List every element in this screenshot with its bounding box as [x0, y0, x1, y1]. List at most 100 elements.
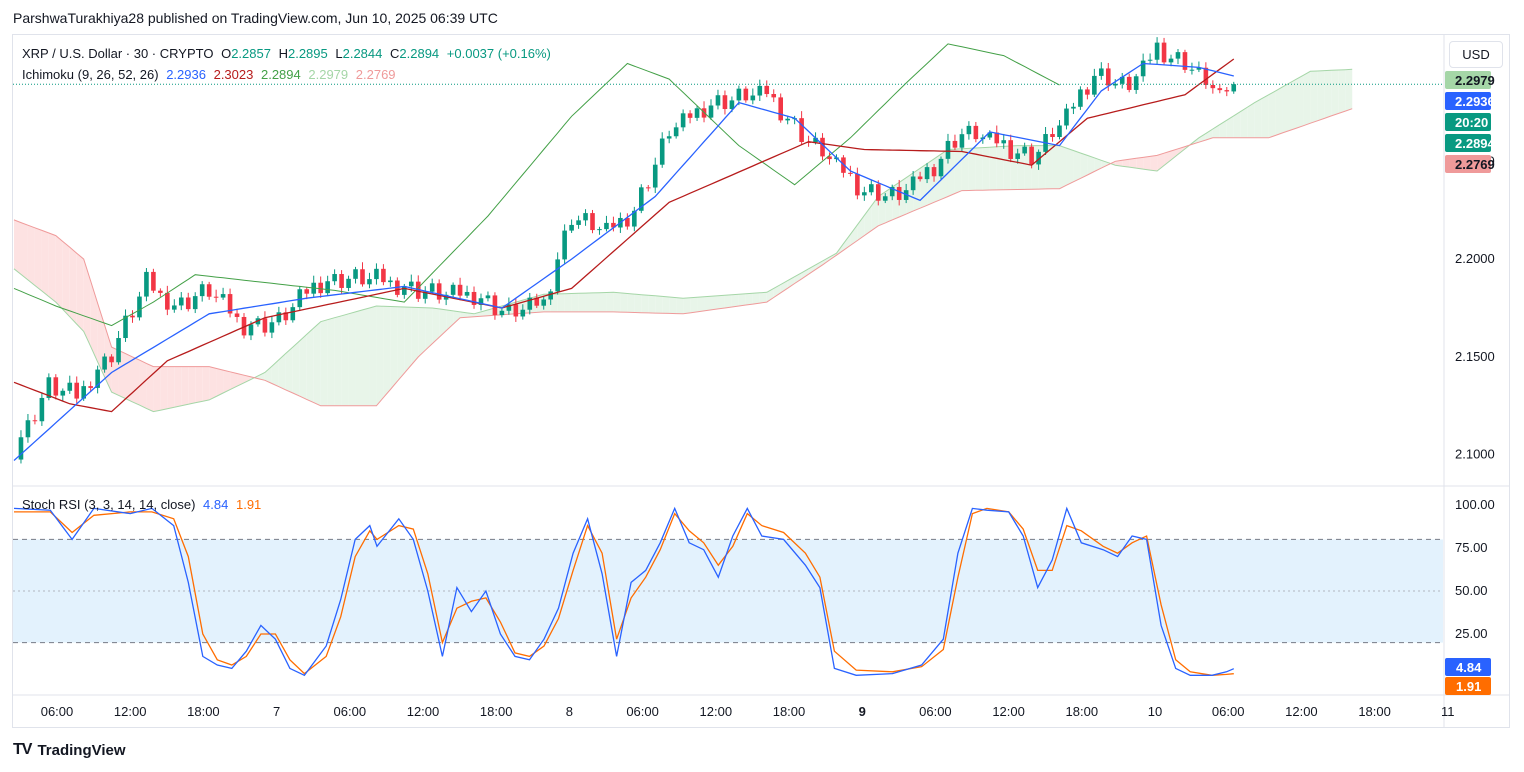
- currency-button[interactable]: USD: [1449, 41, 1503, 68]
- candle-body: [241, 316, 247, 336]
- candle-body: [673, 127, 679, 137]
- candle-body: [548, 291, 553, 300]
- cloud-segment: [801, 268, 809, 279]
- stoch-axis-label: 100.00: [1455, 497, 1495, 512]
- candle-body: [74, 382, 80, 399]
- candles-group: [18, 37, 1237, 464]
- candle-body: [116, 338, 121, 363]
- candle-body: [415, 281, 421, 299]
- candle-body: [931, 167, 937, 177]
- cloud-segment: [975, 147, 983, 191]
- price-change: +0.0037 (+0.16%): [446, 46, 551, 61]
- candle-body: [966, 125, 972, 135]
- candle-body: [938, 158, 944, 177]
- cloud-segment: [188, 366, 196, 405]
- time-axis-label: 12:00: [114, 704, 147, 719]
- candle-body: [743, 88, 749, 101]
- cloud-segment: [1073, 150, 1081, 182]
- candle-body: [464, 291, 470, 296]
- stoch-axis-label: 25.00: [1455, 626, 1488, 641]
- candle-body: [875, 184, 881, 201]
- cloud-segment: [752, 292, 760, 305]
- brand-footer[interactable]: TV TradingView: [13, 741, 126, 759]
- candle-body: [1133, 76, 1139, 90]
- cloud-segment: [348, 311, 356, 406]
- candle-body: [952, 140, 958, 148]
- cloud-segment: [815, 261, 823, 270]
- candle-body: [478, 298, 484, 305]
- cloud-segment: [669, 297, 677, 314]
- ohlc-low: L2.2844: [335, 46, 382, 61]
- price-badge: 2.2936: [1445, 92, 1495, 110]
- cloud-segment: [1150, 155, 1158, 172]
- cloud-segment: [571, 293, 579, 312]
- candle-body: [53, 377, 59, 396]
- candle-body: [46, 377, 52, 398]
- cloud-segment: [1254, 98, 1262, 138]
- candle-body: [576, 220, 581, 225]
- cloud-segment: [1080, 152, 1088, 179]
- candle-body: [471, 291, 477, 305]
- cloud-segment: [662, 296, 670, 314]
- candle-body: [360, 269, 365, 285]
- time-axis-day-label: 7: [273, 704, 280, 719]
- cloud-segment: [425, 307, 433, 351]
- candle-body: [178, 297, 184, 306]
- cloud-segment: [1059, 145, 1067, 189]
- time-axis-label: 18:00: [1066, 704, 1099, 719]
- cloud-segment: [1240, 106, 1248, 138]
- ichimoku-span-b-value: 2.2769: [355, 67, 396, 82]
- cloud-segment: [27, 225, 35, 286]
- cloud-segment: [460, 311, 468, 318]
- candle-body: [652, 164, 658, 188]
- price-axis-label: 2.2000: [1455, 251, 1495, 266]
- cloud-segment: [223, 370, 231, 394]
- candle-body: [102, 356, 107, 370]
- cloud-segment: [927, 158, 935, 206]
- candle-body: [262, 318, 268, 333]
- cloud-segment: [1115, 160, 1123, 167]
- time-axis-day-label: 11: [1441, 704, 1455, 719]
- candle-body: [1147, 59, 1153, 61]
- candle-body: [25, 420, 31, 438]
- candle-body: [569, 224, 574, 231]
- candle-body: [290, 307, 296, 321]
- cloud-segment: [850, 224, 858, 246]
- time-axis-label: 12:00: [407, 704, 440, 719]
- publisher-line: ParshwaTurakhiya28 published on TradingV…: [13, 10, 498, 26]
- candle-body: [973, 125, 979, 140]
- stoch-badge-bg: [1445, 677, 1491, 695]
- time-axis-label: 06:00: [41, 704, 74, 719]
- candle-body: [485, 295, 491, 299]
- cloud-segment: [606, 292, 614, 312]
- candle-body: [680, 113, 686, 128]
- stoch-badge-label: 4.84: [1456, 660, 1482, 675]
- cloud-segment: [1261, 94, 1269, 138]
- candle-body: [910, 176, 916, 191]
- stoch-rsi-legend[interactable]: Stoch RSI (3, 3, 14, 14, close) 4.84 1.9…: [22, 497, 265, 512]
- cloud-segment: [1045, 145, 1053, 189]
- symbol-name[interactable]: XRP / U.S. Dollar · 30 · CRYPTO: [22, 46, 214, 61]
- cloud-segment: [968, 147, 976, 191]
- candle-body: [1231, 84, 1237, 92]
- cloud-segment: [1310, 70, 1318, 124]
- candle-body: [276, 312, 282, 323]
- cloud-segment: [641, 294, 649, 313]
- ichimoku-legend[interactable]: Ichimoku (9, 26, 52, 26) 2.2936 2.3023 2…: [22, 67, 400, 82]
- price-badge-bg: [1445, 113, 1491, 131]
- cloud-segment: [292, 340, 300, 397]
- candle-body: [820, 137, 825, 157]
- candle-body: [381, 268, 386, 283]
- candle-body: [527, 297, 533, 310]
- cloud-segment: [620, 292, 628, 313]
- cloud-segment: [369, 306, 377, 406]
- ichimoku-kijun-value: 2.3023: [213, 67, 254, 82]
- cloud-segment: [717, 295, 725, 309]
- stoch-axis-label: 50.00: [1455, 583, 1488, 598]
- candle-body: [325, 281, 330, 294]
- price-badge: 2.2894: [1445, 134, 1496, 152]
- cloud-segment: [738, 293, 746, 307]
- candle-body: [18, 437, 24, 460]
- cloud-segment: [125, 353, 133, 402]
